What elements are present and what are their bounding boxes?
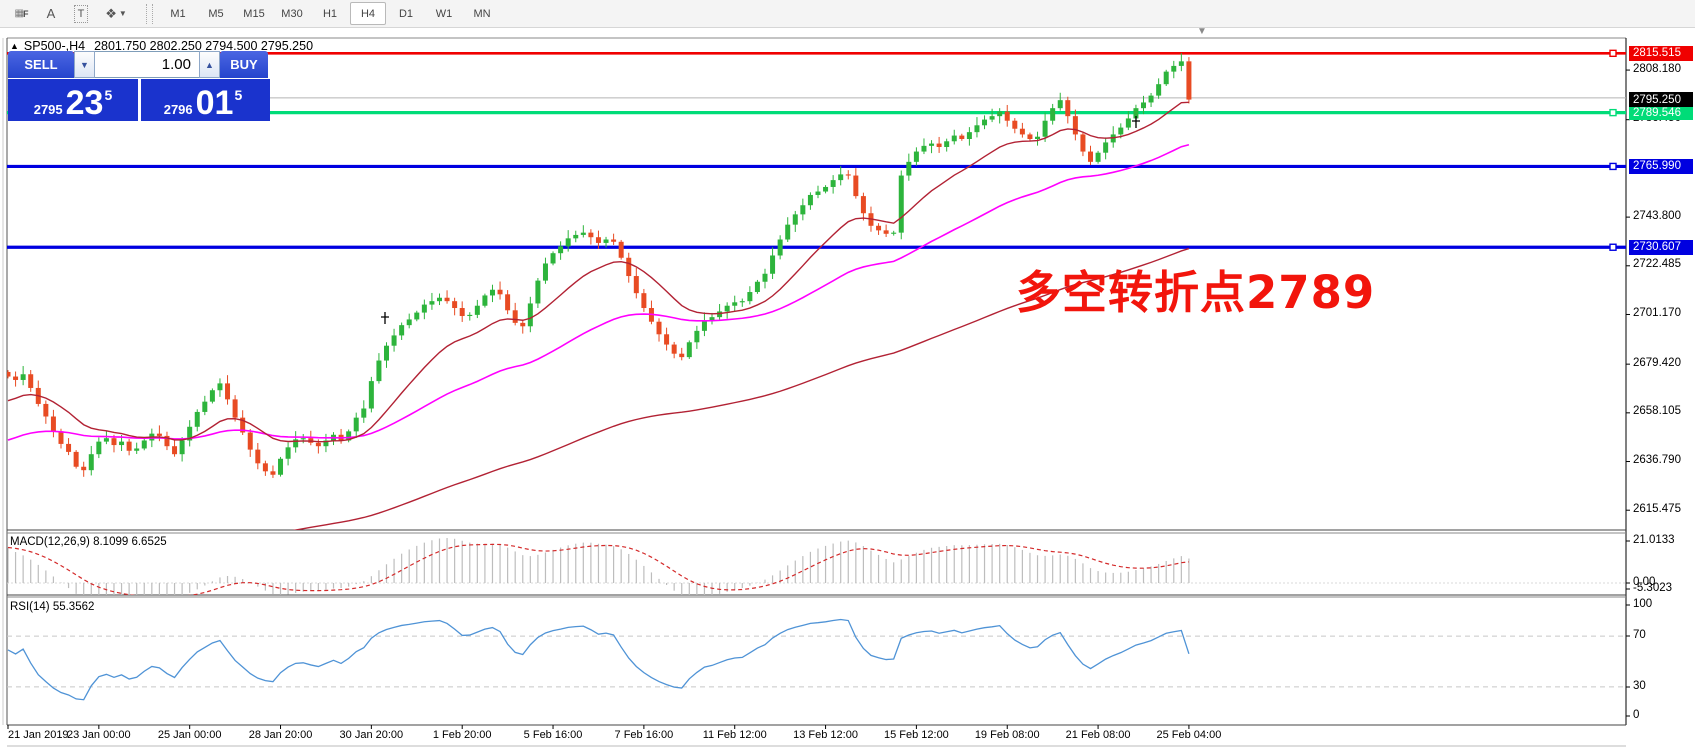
one-click-trade-panel: SELL ▼ ▲ BUY 2795 23 5 2796 01 5	[8, 51, 270, 121]
macd-axis-value: 0.00	[1633, 575, 1656, 588]
rsi-axis-value: 100	[1633, 597, 1653, 610]
price-tick: 2701.170	[1633, 306, 1681, 319]
chart-shift-marker-icon[interactable]: ▼	[1197, 26, 1207, 37]
letter-a-icon[interactable]: A	[46, 6, 56, 21]
price-badge: 2815.515	[1629, 45, 1693, 61]
cross-marker	[381, 312, 389, 324]
text-label-icon: T	[74, 4, 88, 23]
time-axis-label: 5 Feb 16:00	[523, 729, 583, 741]
volume-decrease-button[interactable]: ▼	[74, 51, 95, 78]
chart-title: ▲ SP500-,H4 2801.750 2802.250 2794.500 279…	[10, 39, 313, 53]
time-axis-label: 30 Jan 20:00	[339, 729, 404, 741]
arrow-objects-icon[interactable]: ❖ ▼	[105, 5, 127, 21]
symbol-timeframe: SP500-,H4	[23, 39, 86, 53]
time-axis-label: 11 Feb 12:00	[702, 729, 767, 741]
macd-axis-value: -5.3023	[1633, 581, 1673, 594]
time-axis-label: 28 Jan 20:00	[248, 729, 313, 741]
price-badge: 2795.250	[1629, 92, 1693, 108]
price-divider	[138, 79, 141, 121]
rsi-axis-value: 0	[1633, 708, 1640, 721]
volume-input[interactable]	[95, 51, 199, 78]
timeframe-button-M5[interactable]: M5	[208, 7, 224, 20]
timeframe-button-M30[interactable]: M30	[281, 7, 303, 20]
price-badge: 2789.546	[1629, 105, 1693, 121]
candles	[7, 53, 1192, 478]
chinese-annotation: 多空转折点2789	[1016, 266, 1376, 319]
toolbar: ▦ F A T ❖ ▼ M1 M5 M15 M30 H1 H4 D1 W1 MN	[0, 0, 1695, 28]
macd-label: MACD(12,26,9) 8.1099 6.6525	[10, 536, 167, 548]
dropdown-caret-icon: ▼	[118, 9, 127, 18]
bid-ask-display: 2795 23 5 2796 01 5	[8, 79, 270, 121]
time-axis-label: 7 Feb 16:00	[614, 729, 674, 741]
timeframe-button-D1[interactable]: D1	[398, 7, 414, 20]
time-axis-label: 19 Feb 08:00	[974, 729, 1040, 741]
price-badge: 2730.607	[1629, 239, 1693, 255]
price-tick: 2722.485	[1633, 258, 1681, 271]
sell-button[interactable]: SELL	[8, 51, 74, 78]
toolbar-grip	[146, 3, 153, 24]
time-axis-label: 21 Jan 2019	[8, 729, 69, 741]
price-tick: 2743.800	[1633, 209, 1681, 222]
price-tick: 2636.790	[1633, 454, 1681, 467]
timeframe-button-H1[interactable]: H1	[322, 7, 338, 20]
price-tick: 2808.180	[1633, 62, 1681, 75]
time-axis-label: 1 Feb 20:00	[432, 729, 492, 741]
timeframe-button-M1[interactable]: M1	[170, 7, 186, 20]
buy-button[interactable]: BUY	[220, 51, 268, 78]
time-axis-label: 25 Jan 00:00	[157, 729, 222, 741]
time-axis-label: 21 Feb 08:00	[1065, 729, 1131, 741]
font-grid-icon[interactable]: ▦ F	[14, 8, 29, 19]
text-label-icon[interactable]: T	[67, 2, 95, 26]
time-axis-label: 25 Feb 04:00	[1156, 729, 1222, 741]
time-axis-label: 23 Jan 00:00	[67, 729, 131, 741]
ask-price[interactable]: 2796 01 5	[163, 84, 243, 122]
timeframe-button-W1[interactable]: W1	[435, 7, 453, 20]
ohlc-values: 2801.750 2802.250 2794.500 2795.250	[94, 39, 314, 53]
rsi-axis-value: 30	[1633, 679, 1646, 692]
time-axis-label: 13 Feb 12:00	[793, 729, 858, 741]
main-plot	[7, 49, 1626, 530]
rsi-plot	[7, 618, 1626, 701]
price-tick: 2658.105	[1633, 405, 1681, 418]
volume-increase-button[interactable]: ▲	[199, 51, 220, 78]
price-tick: 2679.420	[1633, 356, 1681, 369]
collapse-triangle-icon[interactable]: ▲	[10, 41, 19, 51]
cross-marker	[1132, 116, 1140, 128]
rsi-axis-value: 70	[1633, 628, 1646, 641]
rsi-label: RSI(14) 55.3562	[10, 601, 95, 613]
price-badge: 2765.990	[1629, 158, 1693, 174]
bid-price[interactable]: 2795 23 5	[33, 84, 113, 122]
price-tick: 2615.475	[1633, 502, 1681, 515]
macd-plot	[7, 538, 1626, 595]
timeframe-button-MN[interactable]: MN	[473, 7, 491, 20]
timeframe-button-M15[interactable]: M15	[243, 7, 265, 20]
timeframe-button-H4[interactable]: H4	[350, 2, 386, 25]
time-axis-label: 15 Feb 12:00	[883, 729, 949, 741]
macd-axis-value: 21.0133	[1633, 533, 1675, 546]
